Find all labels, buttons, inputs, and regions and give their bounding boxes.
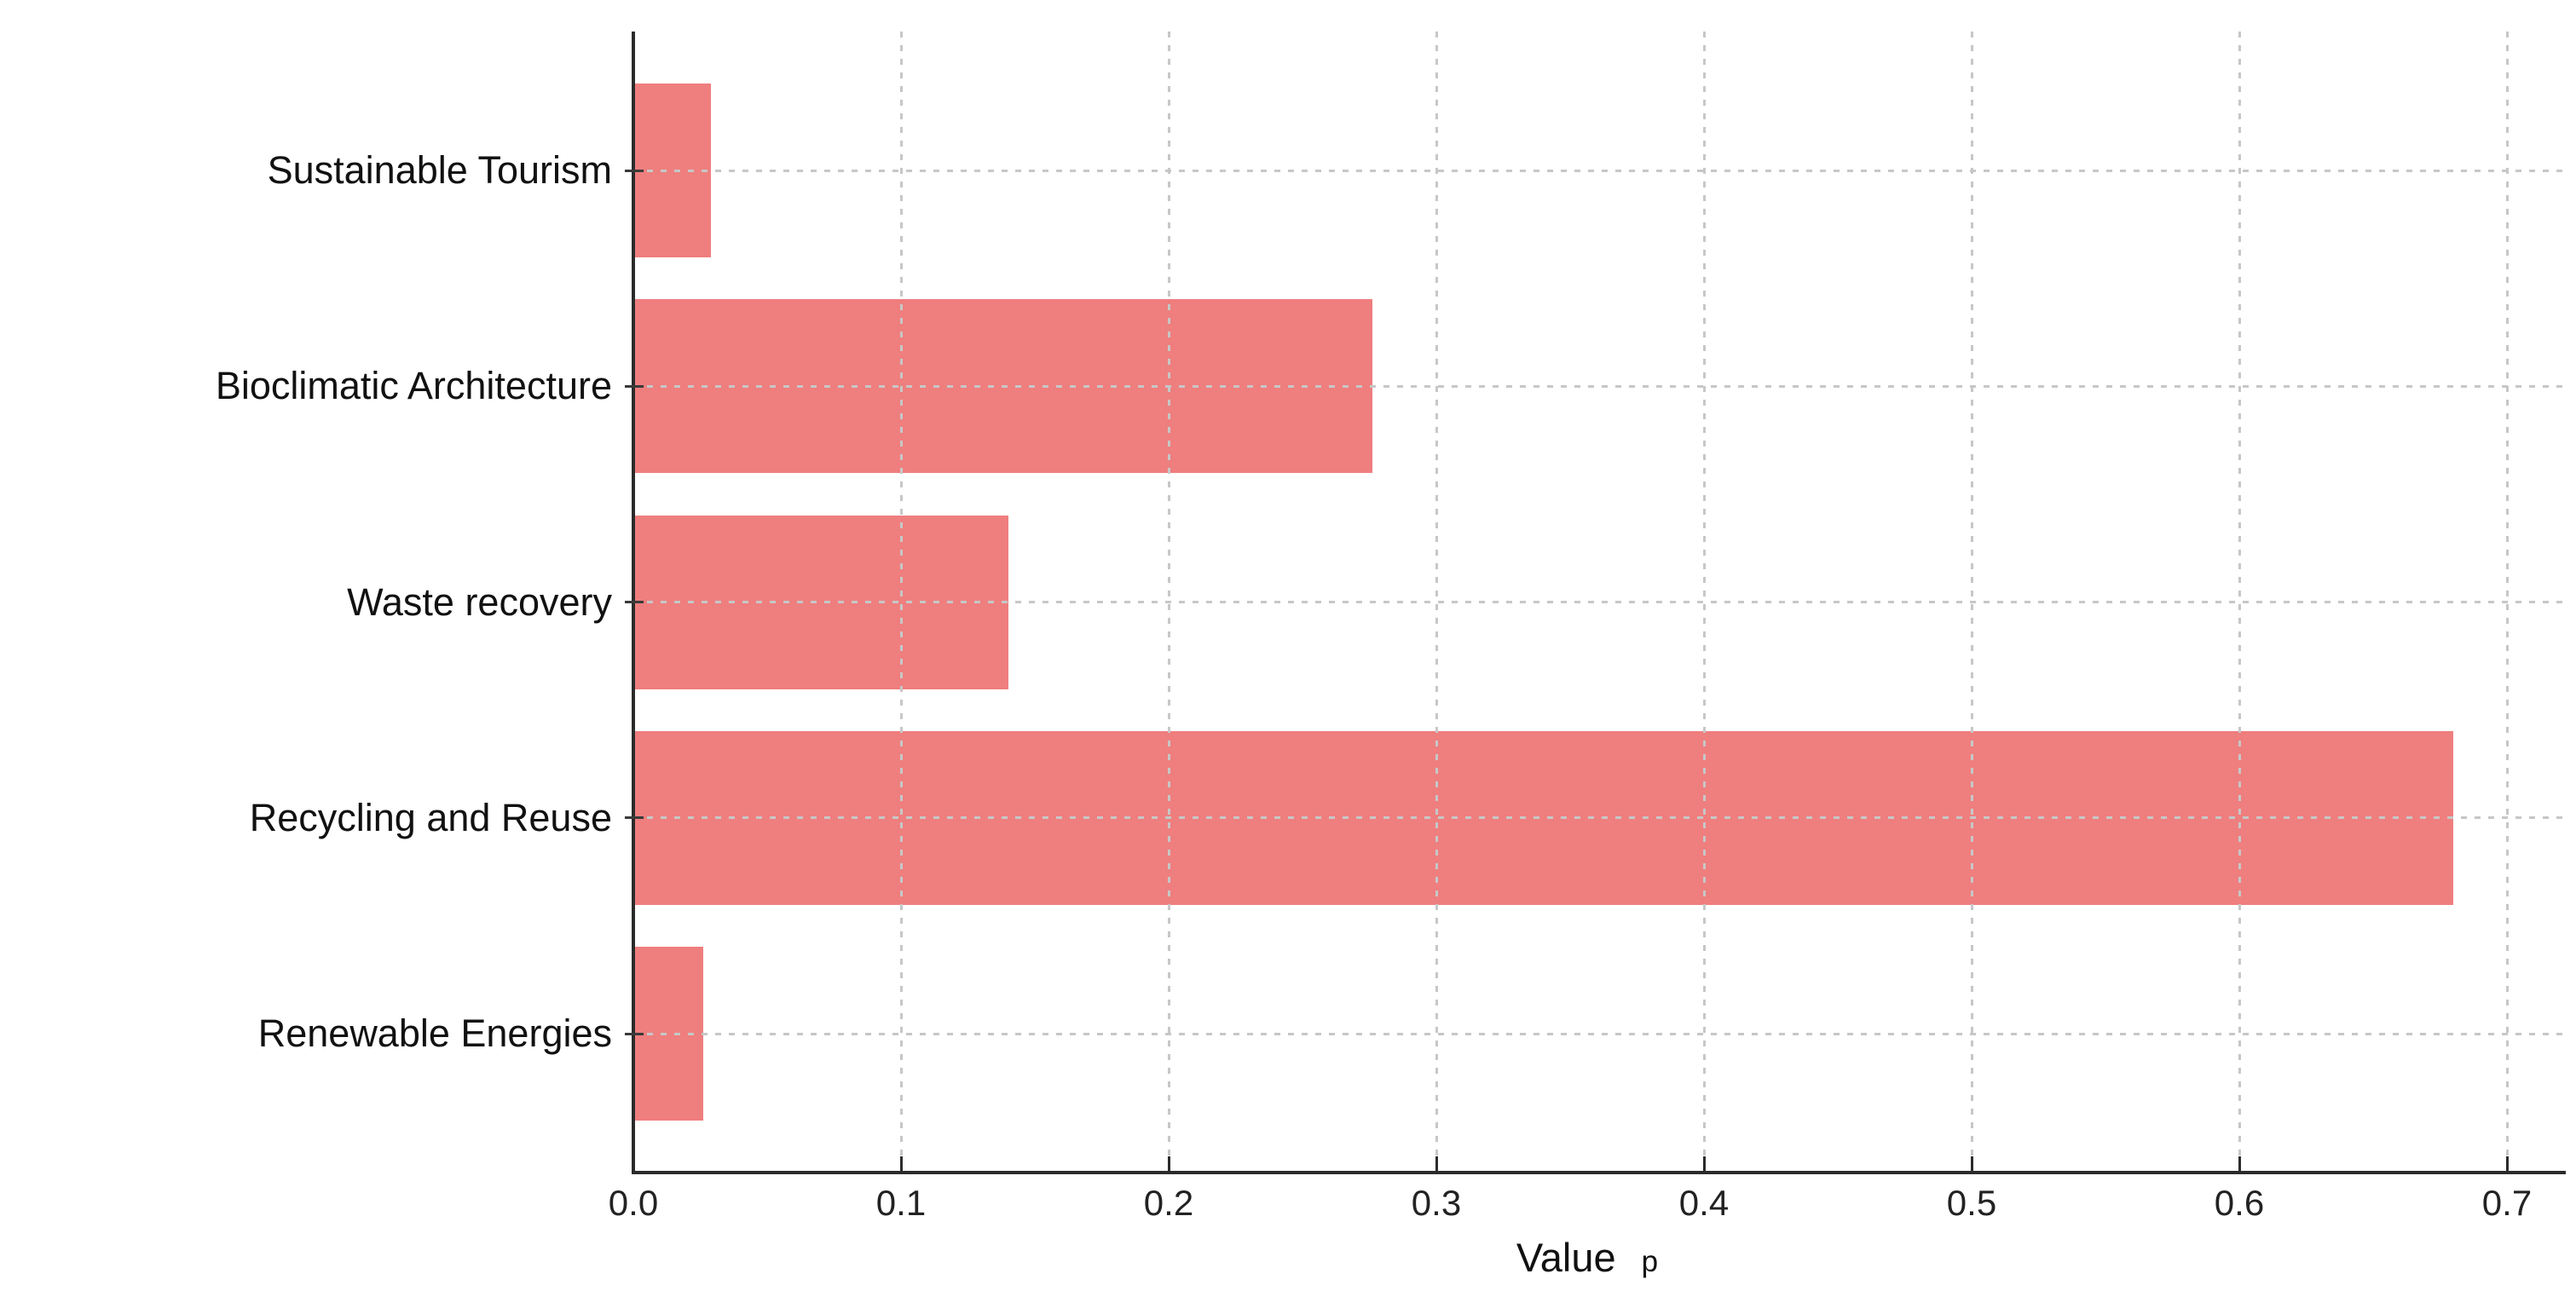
- y-tick-mark: [625, 601, 644, 603]
- x-axis-title: Value p: [1314, 1234, 1860, 1281]
- x-axis-spine: [632, 1171, 2566, 1174]
- y-tick-mark: [625, 169, 644, 172]
- x-tick-mark: [2505, 1156, 2509, 1173]
- y-tick-mark: [625, 384, 644, 388]
- x-tick-label: 0.6: [2214, 1183, 2265, 1223]
- x-tick-label: 0.4: [1678, 1183, 1730, 1223]
- x-tick-label: 0.0: [608, 1183, 659, 1223]
- y-axis-label: Renewable Energies: [257, 1011, 612, 1055]
- y-gridline: [633, 384, 2566, 388]
- x-tick-mark: [899, 1156, 903, 1173]
- y-gridline: [633, 169, 2566, 172]
- y-gridline: [633, 601, 2566, 603]
- x-tick-label: 0.2: [1143, 1183, 1194, 1223]
- y-gridline: [633, 1032, 2566, 1035]
- y-gridline: [633, 816, 2566, 820]
- x-tick-mark: [1970, 1156, 1973, 1173]
- y-axis-label: Waste recovery: [347, 579, 612, 624]
- x-tick-mark: [1435, 1156, 1438, 1173]
- x-tick-mark: [1167, 1156, 1170, 1173]
- x-tick-mark: [2238, 1156, 2241, 1173]
- x-tick-label: 0.3: [1411, 1183, 1462, 1223]
- y-axis-label: Sustainable Tourism: [267, 148, 612, 192]
- y-axis-label: Bioclimatic Architecture: [215, 364, 612, 408]
- x-tick-label: 0.7: [2481, 1183, 2533, 1223]
- x-axis-title-text: Value: [1516, 1235, 1616, 1280]
- x-axis-title-suffix: p: [1641, 1245, 1659, 1278]
- x-tick-label: 0.1: [875, 1183, 927, 1223]
- y-tick-mark: [625, 816, 644, 820]
- x-tick-label: 0.5: [1946, 1183, 1997, 1223]
- y-tick-mark: [625, 1032, 644, 1035]
- y-axis-label: Recycling and Reuse: [249, 795, 612, 839]
- x-tick-mark: [1702, 1156, 1706, 1173]
